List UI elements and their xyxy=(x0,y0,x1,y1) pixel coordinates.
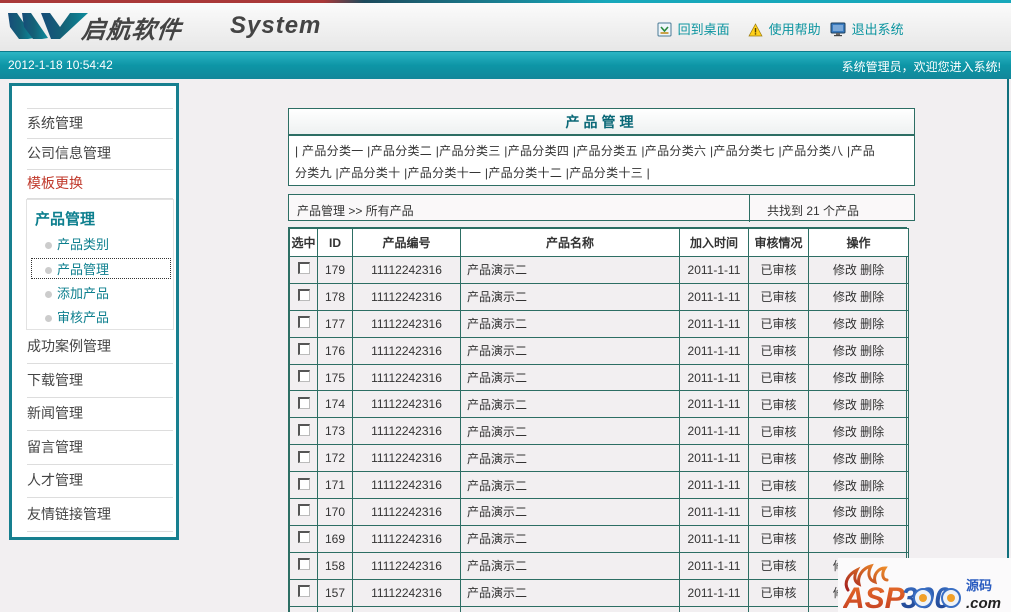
svg-text:源码: 源码 xyxy=(966,578,992,593)
svg-text:.com: .com xyxy=(966,595,1001,612)
svg-text:ASP: ASP xyxy=(843,582,906,612)
